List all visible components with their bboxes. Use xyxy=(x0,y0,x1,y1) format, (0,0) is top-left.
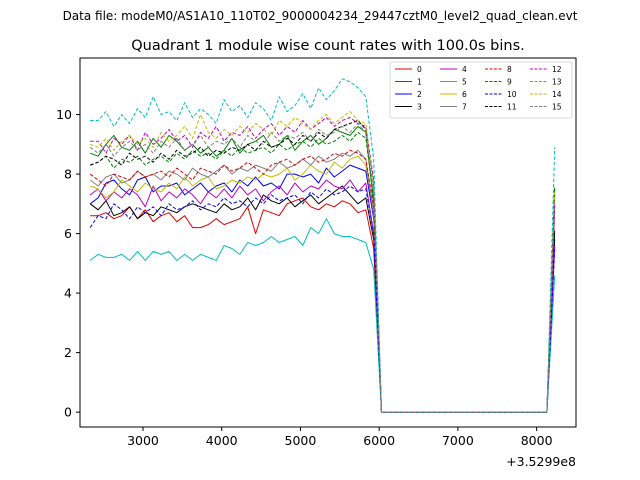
legend-label-5: 5 xyxy=(462,78,467,87)
legend-label-8: 8 xyxy=(507,65,512,74)
x-tick-label: 4000 xyxy=(206,433,238,448)
x-tick-label: 5000 xyxy=(285,433,317,448)
series-line-12 xyxy=(90,117,556,413)
series-line-15 xyxy=(89,123,556,413)
x-tick-label: 8000 xyxy=(521,433,553,448)
series-line-14 xyxy=(90,111,556,413)
series-line-7 xyxy=(89,149,556,413)
legend-label-10: 10 xyxy=(507,90,517,99)
series-line-6 xyxy=(90,155,556,413)
series-line-8 xyxy=(89,149,556,413)
axes-frame xyxy=(79,57,577,428)
series-line-1 xyxy=(90,125,556,413)
series-line-13 xyxy=(90,78,556,413)
legend-frame xyxy=(389,61,573,119)
series-line-4 xyxy=(89,179,556,413)
chart-title: Quadrant 1 module wise count rates with … xyxy=(131,38,525,54)
series-line-9 xyxy=(90,131,556,413)
legend-label-15: 15 xyxy=(552,103,562,112)
series-line-0 xyxy=(90,197,556,413)
series-line-11 xyxy=(90,120,556,413)
legend-label-12: 12 xyxy=(552,65,562,74)
legend-label-14: 14 xyxy=(552,90,562,99)
legend-label-9: 9 xyxy=(507,78,512,87)
series-line-10 xyxy=(89,185,556,413)
legend-label-6: 6 xyxy=(462,90,467,99)
x-axis-offset-label: +3.5299e8 xyxy=(506,454,576,469)
y-tick-label: 8 xyxy=(64,167,72,182)
series-line-5 xyxy=(89,218,556,413)
legend-label-13: 13 xyxy=(552,78,562,87)
y-tick-label: 10 xyxy=(56,107,72,122)
legend-label-0: 0 xyxy=(417,65,422,74)
x-tick-label: 7000 xyxy=(442,433,474,448)
x-axis: 3000 4000 5000 6000 7000 8000 xyxy=(127,427,553,448)
legend-label-3: 3 xyxy=(417,103,422,112)
legend-label-11: 11 xyxy=(507,103,517,112)
y-tick-label: 0 xyxy=(64,405,72,420)
legend-label-4: 4 xyxy=(462,65,467,74)
legend-label-1: 1 xyxy=(417,78,422,87)
y-tick-label: 2 xyxy=(64,345,72,360)
y-axis: 0 2 4 6 8 10 xyxy=(56,107,80,420)
y-tick-label: 6 xyxy=(64,226,72,241)
series-line-3 xyxy=(89,185,556,413)
plot-lines xyxy=(89,78,556,413)
y-tick-label: 4 xyxy=(64,286,72,301)
legend-label-2: 2 xyxy=(417,90,422,99)
x-tick-label: 3000 xyxy=(127,433,159,448)
x-tick-label: 6000 xyxy=(363,433,395,448)
figure-suptitle: Data file: modeM0/AS1A10_110T02_90000042… xyxy=(63,9,578,23)
series-line-2 xyxy=(89,164,556,413)
legend-label-7: 7 xyxy=(462,103,467,112)
